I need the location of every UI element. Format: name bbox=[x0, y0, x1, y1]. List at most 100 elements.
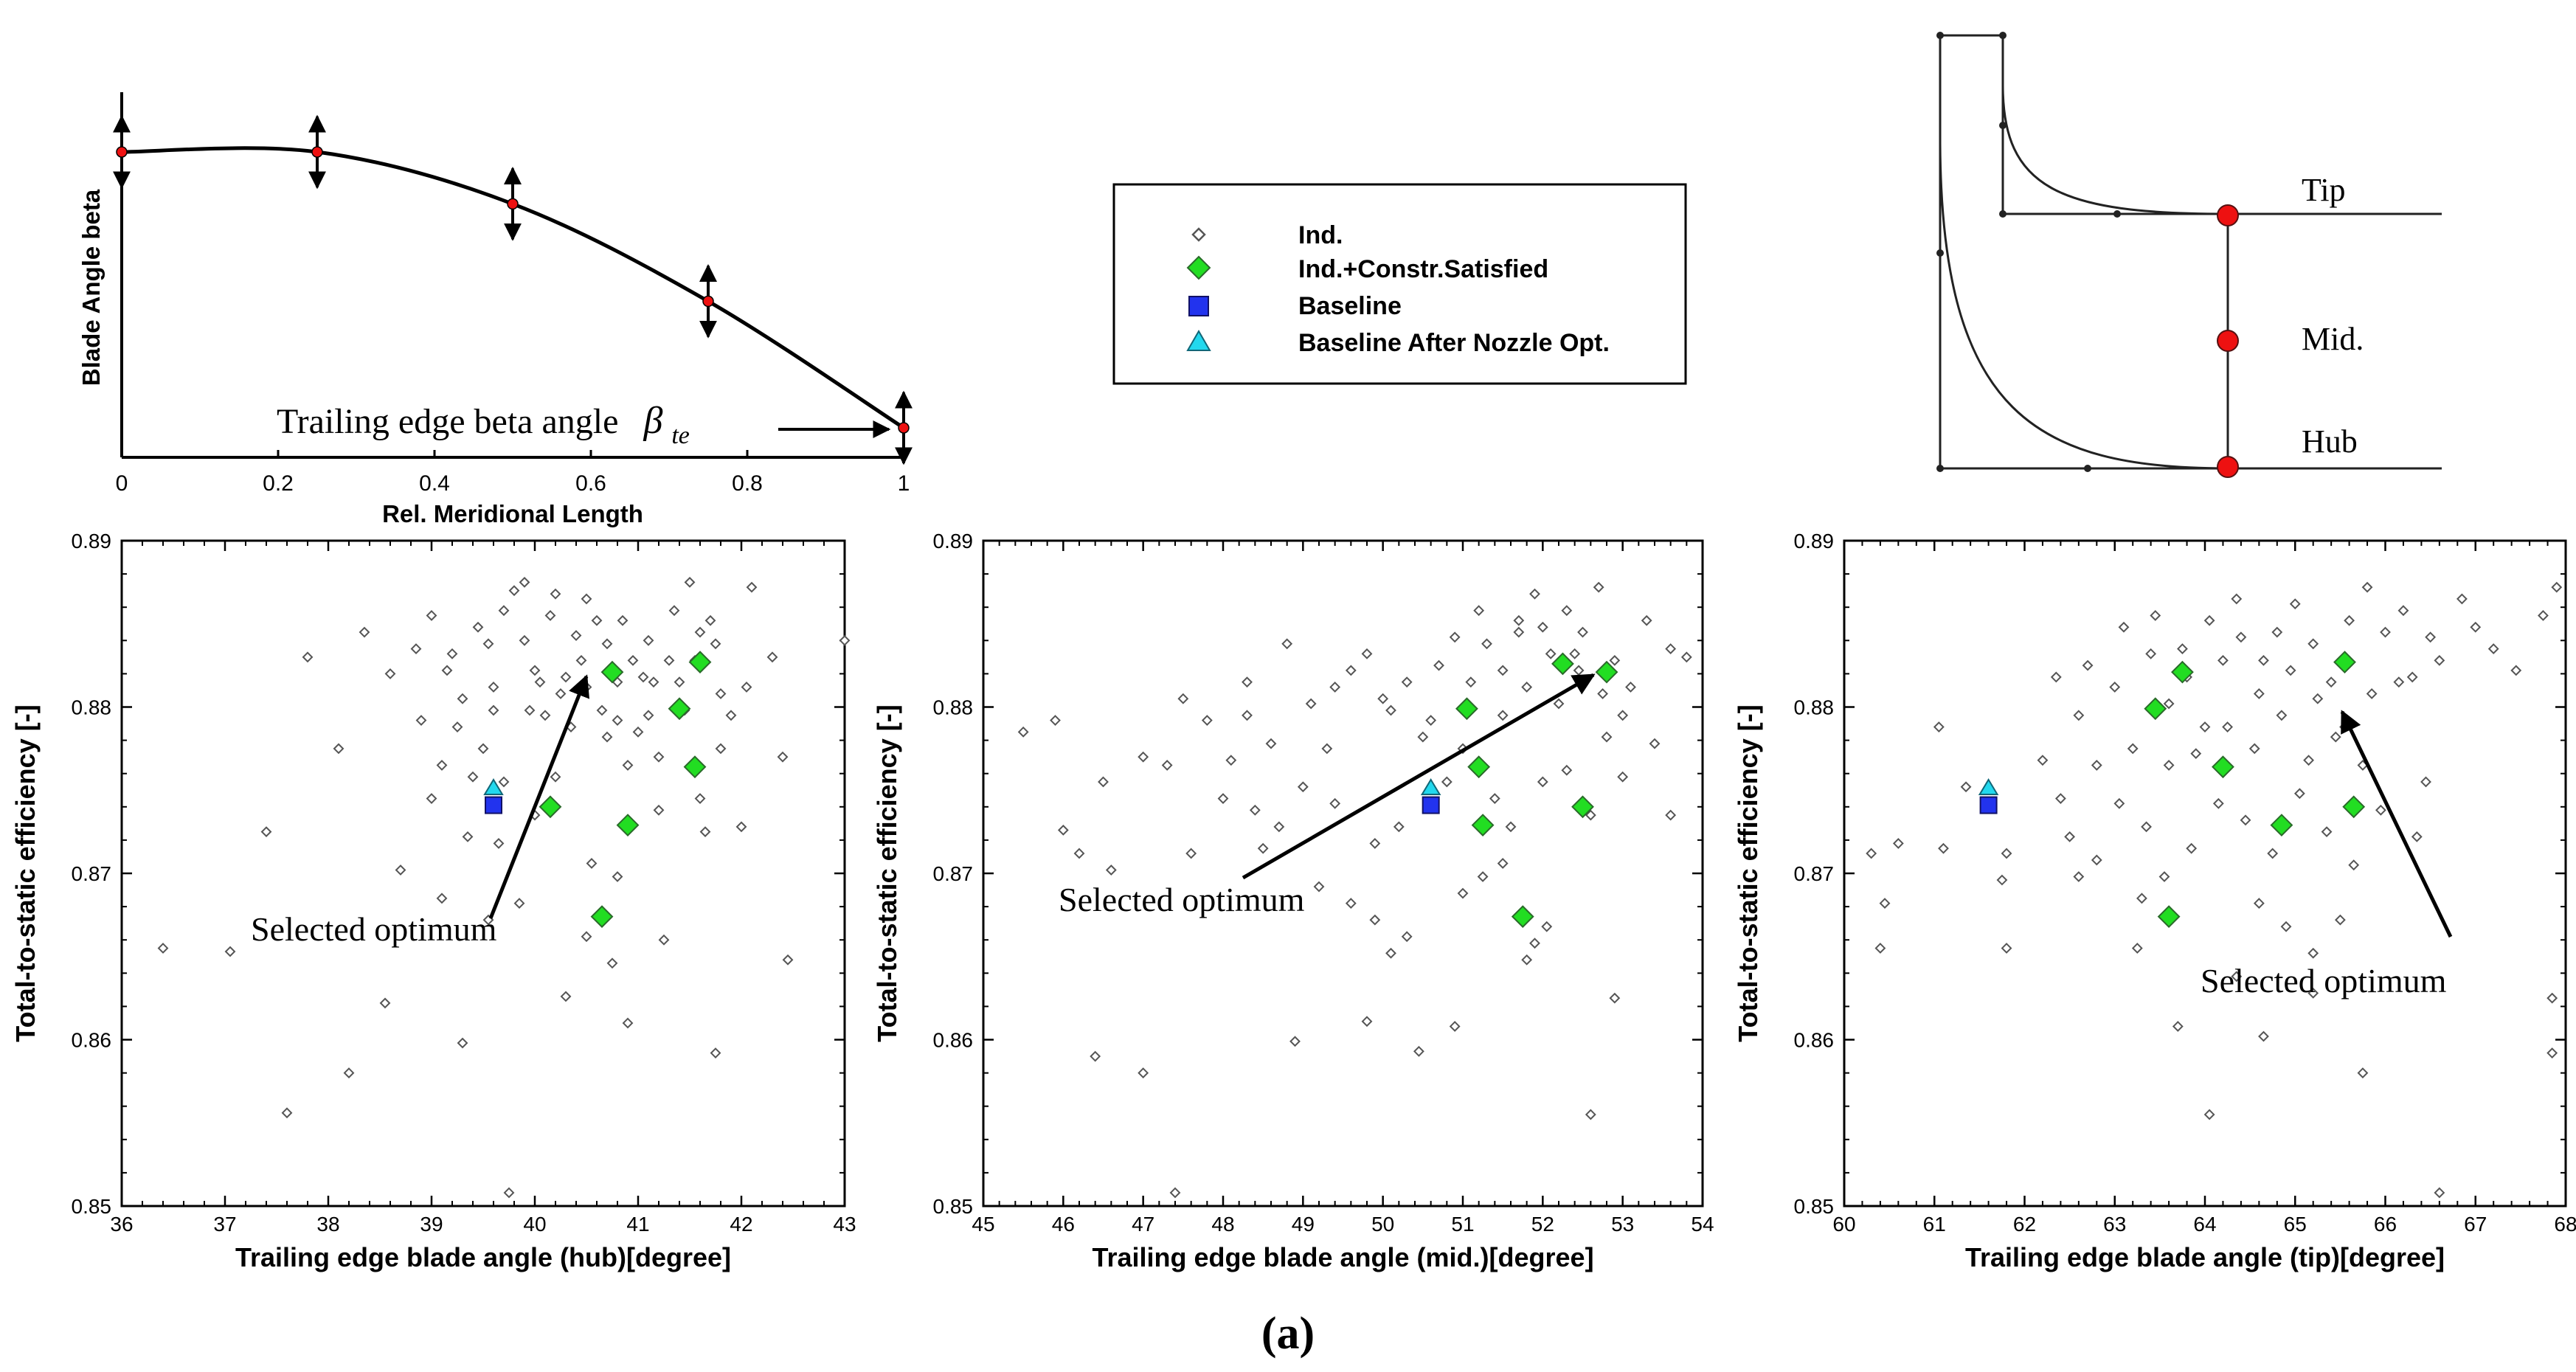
mid-y-tick-label: 0.86 bbox=[933, 1029, 974, 1052]
beta-control-point bbox=[699, 263, 717, 339]
beta-x-tick-label: 0.8 bbox=[732, 471, 763, 496]
point-ind bbox=[1866, 848, 1877, 859]
point-ind bbox=[710, 638, 721, 650]
schematic-node bbox=[2084, 465, 2091, 472]
point-ind bbox=[1537, 776, 1548, 788]
point-ind bbox=[2248, 743, 2260, 755]
mid-label: Mid. bbox=[2302, 321, 2364, 357]
point-ind bbox=[735, 821, 747, 833]
tip-x-tick-label: 66 bbox=[2374, 1213, 2397, 1236]
mid-y-tick-label: 0.85 bbox=[933, 1195, 974, 1218]
tip-y-tick-label: 0.87 bbox=[1794, 862, 1835, 885]
mid-x-axis-label: Trailing edge blade angle (mid.)[degree] bbox=[1092, 1242, 1593, 1272]
point-ind bbox=[1050, 715, 1061, 726]
point-ind bbox=[2150, 610, 2161, 621]
point-ind bbox=[643, 710, 654, 721]
schematic-node bbox=[1999, 32, 2007, 39]
tip-x-tick-label: 65 bbox=[2284, 1213, 2307, 1236]
point-ind bbox=[2344, 614, 2355, 626]
point-ind bbox=[2172, 1021, 2184, 1032]
point-ind bbox=[1521, 682, 1533, 693]
point-ind bbox=[1561, 764, 1573, 776]
beta-x-tick-label: 0.2 bbox=[263, 471, 294, 496]
point-ind bbox=[2064, 831, 2076, 842]
legend-item-constr: Ind.+Constr.Satisfied bbox=[1186, 255, 1548, 283]
mid-x-tick-label: 53 bbox=[1611, 1213, 1634, 1236]
point-ind bbox=[2163, 698, 2175, 710]
hub-y-tick-label: 0.87 bbox=[72, 862, 112, 885]
point-ind bbox=[699, 826, 711, 838]
hub-x-tick-label: 37 bbox=[213, 1213, 236, 1236]
point-ind bbox=[1329, 797, 1341, 809]
point-ind bbox=[2307, 638, 2319, 650]
hub-y-tick-label: 0.88 bbox=[72, 696, 112, 719]
beta-annotation-subscript: te bbox=[671, 422, 690, 449]
point-ind bbox=[1593, 581, 1604, 593]
mid-optimum-arrow bbox=[1242, 673, 1596, 880]
point-ind bbox=[2177, 643, 2188, 654]
point-ind bbox=[2425, 631, 2437, 643]
point-ind bbox=[1892, 837, 1904, 849]
mid-x-tick-label: 50 bbox=[1371, 1213, 1394, 1236]
point-ind bbox=[503, 1187, 515, 1199]
point-constr-satisfied bbox=[1455, 697, 1478, 721]
beta-point bbox=[116, 146, 128, 158]
mid-scatter-panel: 45 46 47 48 49 50 51 52 53 54 0.85 0.86 0.87 0.88 0.89… bbox=[872, 530, 1714, 1272]
point-ind bbox=[1649, 738, 1661, 749]
point-ind bbox=[2470, 621, 2482, 633]
point-ind bbox=[575, 654, 587, 666]
mid-y-tick-label: 0.87 bbox=[933, 862, 974, 885]
point-ind bbox=[1321, 743, 1333, 755]
legend-label-ind: Ind. bbox=[1298, 221, 1343, 249]
beta-curve-chart: 0 0.2 0.4 0.6 0.8 1 Rel. Meridional Length Bl… bbox=[77, 92, 913, 527]
point-ind bbox=[1497, 858, 1509, 869]
point-ind bbox=[1297, 781, 1309, 793]
point-ind bbox=[415, 715, 427, 726]
point-ind bbox=[570, 630, 582, 641]
point-ind bbox=[1313, 881, 1325, 893]
point-ind bbox=[436, 760, 448, 771]
beta-x-tick-label: 0.6 bbox=[575, 471, 606, 496]
point-ind bbox=[2199, 721, 2211, 732]
point-constr-satisfied bbox=[1471, 814, 1495, 837]
point-ind bbox=[694, 626, 706, 638]
mid-x-tick-label: 54 bbox=[1691, 1213, 1714, 1236]
point-ind bbox=[2434, 654, 2445, 666]
hub-x-tick-label: 40 bbox=[523, 1213, 546, 1236]
point-ind bbox=[2258, 1030, 2269, 1042]
point-ind bbox=[1305, 698, 1317, 710]
point-ind bbox=[1665, 809, 1677, 821]
point-ind bbox=[1177, 693, 1189, 704]
point-ind bbox=[498, 605, 510, 617]
point-ind bbox=[1401, 676, 1413, 688]
point-ind bbox=[2212, 797, 2224, 809]
schematic-node bbox=[1936, 465, 1944, 472]
point-ind bbox=[1225, 755, 1237, 766]
point-baseline-nozzle bbox=[1978, 778, 1999, 795]
point-ind bbox=[1161, 760, 1173, 771]
point-ind bbox=[1879, 898, 1891, 910]
point-ind bbox=[2091, 760, 2102, 771]
point-ind bbox=[1449, 631, 1461, 643]
point-baseline bbox=[485, 796, 502, 814]
point-constr-satisfied bbox=[2171, 660, 2194, 684]
point-ind bbox=[1960, 781, 1972, 793]
tip-scatter-panel: 60 61 62 63 64 65 66 67 68 0.85 0.86 0.87 0.88 0.89 Tr… bbox=[1733, 530, 2576, 1272]
hub-optimum-arrow bbox=[488, 674, 589, 919]
point-ind bbox=[663, 654, 675, 666]
point-ind bbox=[2293, 788, 2305, 800]
point-ind bbox=[1345, 898, 1357, 910]
tip-x-tick-label: 64 bbox=[2193, 1213, 2216, 1236]
tip-y-axis-label: Total-to-static efficiency [-] bbox=[1733, 704, 1763, 1042]
point-ind bbox=[1329, 682, 1341, 693]
point-ind bbox=[653, 804, 665, 816]
legend-marker-constr bbox=[1186, 255, 1211, 280]
point-constr-satisfied bbox=[2333, 651, 2356, 674]
point-ind bbox=[601, 638, 613, 650]
beta-y-axis-label: Blade Angle beta bbox=[77, 189, 105, 386]
tip-point bbox=[2217, 204, 2239, 226]
mid-optimum-label: Selected optimum bbox=[1059, 881, 1305, 918]
mid-x-tick-label: 47 bbox=[1132, 1213, 1154, 1236]
point-ind bbox=[2253, 898, 2265, 910]
